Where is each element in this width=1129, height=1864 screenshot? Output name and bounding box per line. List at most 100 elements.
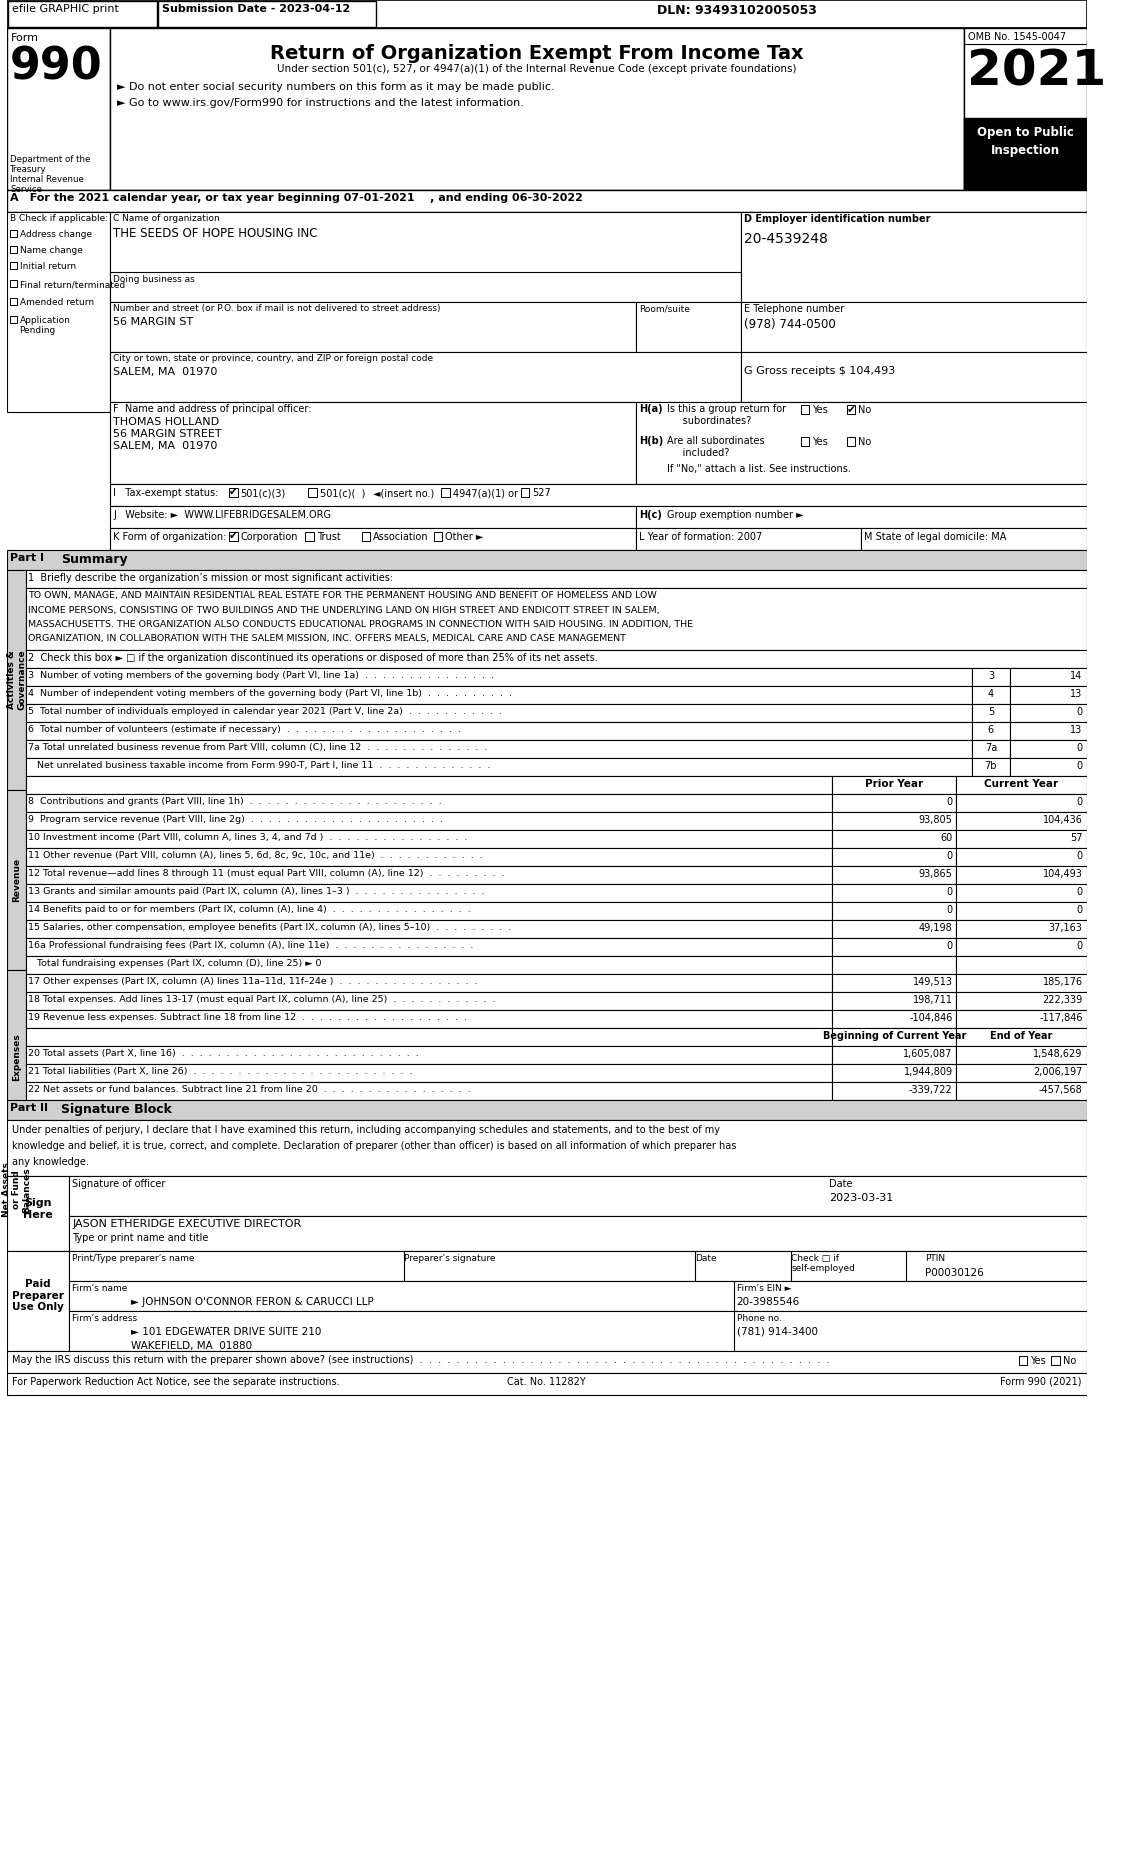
- Text: 12 Total revenue—add lines 8 through 11 (must equal Part VIII, column (A), line : 12 Total revenue—add lines 8 through 11 …: [28, 869, 505, 878]
- Bar: [956, 1010, 1086, 1029]
- Text: Name change: Name change: [19, 246, 82, 255]
- Text: 222,339: 222,339: [1042, 995, 1083, 1005]
- Text: ORGANIZATION, IN COLLABORATION WITH THE SALEM MISSION, INC. OFFERS MEALS, MEDICA: ORGANIZATION, IN COLLABORATION WITH THE …: [28, 634, 627, 643]
- Bar: [26, 686, 972, 705]
- Bar: [306, 531, 314, 541]
- Bar: [972, 667, 1010, 686]
- Bar: [26, 775, 832, 794]
- Bar: [956, 775, 1086, 794]
- Text: SALEM, MA  01970: SALEM, MA 01970: [113, 442, 218, 451]
- Text: 1  Briefly describe the organization’s mission or most significant activities:: 1 Briefly describe the organization’s mi…: [28, 572, 393, 583]
- Text: Return of Organization Exempt From Income Tax: Return of Organization Exempt From Incom…: [270, 45, 804, 63]
- Bar: [956, 1064, 1086, 1081]
- Text: Inspection: Inspection: [991, 144, 1060, 157]
- Bar: [7, 1120, 1086, 1176]
- Text: 17 Other expenses (Part IX, column (A) lines 11a–11d, 11f–24e )  .  .  .  .  .  : 17 Other expenses (Part IX, column (A) l…: [28, 977, 478, 986]
- Text: Date: Date: [830, 1180, 852, 1189]
- Bar: [861, 528, 1086, 550]
- Bar: [832, 1081, 956, 1100]
- Text: -117,846: -117,846: [1039, 1012, 1083, 1023]
- Bar: [832, 902, 956, 921]
- Text: ► Go to www.irs.gov/Form990 for instructions and the latest information.: ► Go to www.irs.gov/Form990 for instruct…: [117, 99, 524, 108]
- Bar: [832, 848, 956, 867]
- Text: Firm’s EIN ►: Firm’s EIN ►: [736, 1284, 791, 1294]
- Bar: [8, 2, 157, 26]
- Text: 185,176: 185,176: [1042, 977, 1083, 988]
- Text: Form 990 (2021): Form 990 (2021): [1000, 1377, 1082, 1387]
- Text: 0: 0: [1077, 852, 1083, 861]
- Bar: [111, 352, 742, 403]
- Text: Treasury: Treasury: [10, 166, 46, 173]
- Text: A For the 2021 calendar year, or tax year beginning 07-01-2021    , and ending 0: A For the 2021 calendar year, or tax yea…: [10, 194, 583, 203]
- Text: 0: 0: [1077, 906, 1083, 915]
- Bar: [7, 550, 1086, 570]
- Bar: [832, 1046, 956, 1064]
- Text: K Form of organization:: K Form of organization:: [113, 531, 227, 542]
- Bar: [832, 956, 956, 975]
- Text: Print/Type preparer’s name: Print/Type preparer’s name: [72, 1254, 194, 1264]
- Text: Amended return: Amended return: [19, 298, 94, 308]
- Text: Application: Application: [19, 317, 70, 324]
- Text: 20-4539248: 20-4539248: [744, 231, 828, 246]
- Text: 990: 990: [10, 47, 103, 89]
- Text: 60: 60: [940, 833, 953, 843]
- Text: 104,436: 104,436: [1043, 815, 1083, 826]
- Text: 3  Number of voting members of the governing body (Part VI, line 1a)  .  .  .  .: 3 Number of voting members of the govern…: [28, 671, 495, 680]
- Text: 10 Investment income (Part VIII, column A, lines 3, 4, and 7d )  .  .  .  .  .  : 10 Investment income (Part VIII, column …: [28, 833, 467, 843]
- Bar: [637, 403, 1086, 485]
- Bar: [832, 938, 956, 956]
- Text: Open to Public: Open to Public: [977, 127, 1074, 140]
- Text: 8  Contributions and grants (Part VIII, line 1h)  .  .  .  .  .  .  .  .  .  .  : 8 Contributions and grants (Part VIII, l…: [28, 798, 441, 805]
- Bar: [26, 884, 832, 902]
- Text: For Paperwork Reduction Act Notice, see the separate instructions.: For Paperwork Reduction Act Notice, see …: [12, 1377, 340, 1387]
- Text: 1,548,629: 1,548,629: [1033, 1049, 1083, 1059]
- Bar: [847, 404, 855, 414]
- Text: ◄(insert no.): ◄(insert no.): [374, 488, 435, 498]
- Text: P00030126: P00030126: [925, 1268, 983, 1279]
- Bar: [229, 531, 237, 541]
- Text: ► Do not enter social security numbers on this form as it may be made public.: ► Do not enter social security numbers o…: [117, 82, 554, 91]
- Text: 56 MARGIN ST: 56 MARGIN ST: [113, 317, 193, 326]
- Text: Part I: Part I: [10, 554, 44, 563]
- Bar: [956, 884, 1086, 902]
- Text: 9  Program service revenue (Part VIII, line 2g)  .  .  .  .  .  .  .  .  .  .  .: 9 Program service revenue (Part VIII, li…: [28, 815, 443, 824]
- Bar: [972, 740, 1010, 759]
- Text: Doing business as: Doing business as: [113, 276, 195, 283]
- Bar: [832, 794, 956, 813]
- Text: INCOME PERSONS, CONSISTING OF TWO BUILDINGS AND THE UNDERLYING LAND ON HIGH STRE: INCOME PERSONS, CONSISTING OF TWO BUILDI…: [28, 606, 659, 615]
- Text: TO OWN, MANAGE, AND MAINTAIN RESIDENTIAL REAL ESTATE FOR THE PERMANENT HOUSING A: TO OWN, MANAGE, AND MAINTAIN RESIDENTIAL…: [28, 591, 657, 600]
- Text: 0: 0: [946, 941, 953, 951]
- Bar: [1010, 721, 1086, 740]
- Bar: [956, 794, 1086, 813]
- Text: No: No: [858, 404, 872, 416]
- Text: Are all subordinates: Are all subordinates: [667, 436, 764, 445]
- Text: 7b: 7b: [984, 761, 997, 772]
- Text: E Telephone number: E Telephone number: [744, 304, 844, 313]
- Text: ✔: ✔: [229, 488, 238, 498]
- Text: -457,568: -457,568: [1039, 1085, 1083, 1094]
- Text: Yes: Yes: [812, 436, 828, 447]
- Bar: [10, 229, 17, 237]
- Text: Submission Date - 2023-04-12: Submission Date - 2023-04-12: [163, 4, 350, 15]
- Text: Prior Year: Prior Year: [865, 779, 924, 788]
- Text: Paid
Preparer
Use Only: Paid Preparer Use Only: [11, 1279, 63, 1312]
- Text: 93,805: 93,805: [919, 815, 953, 826]
- Bar: [972, 721, 1010, 740]
- Text: THOMAS HOLLAND: THOMAS HOLLAND: [113, 418, 219, 427]
- Text: 501(c)(3): 501(c)(3): [240, 488, 286, 498]
- Bar: [956, 992, 1086, 1010]
- Text: JASON ETHERIDGE EXECUTIVE DIRECTOR: JASON ETHERIDGE EXECUTIVE DIRECTOR: [72, 1219, 301, 1228]
- Text: Corporation: Corporation: [240, 531, 298, 542]
- Text: 20-3985546: 20-3985546: [736, 1297, 799, 1307]
- Bar: [26, 570, 1086, 587]
- Bar: [832, 813, 956, 829]
- Bar: [7, 1251, 69, 1351]
- Text: 7a Total unrelated business revenue from Part VIII, column (C), line 12  .  .  .: 7a Total unrelated business revenue from…: [28, 744, 488, 751]
- Text: Phone no.: Phone no.: [736, 1314, 781, 1323]
- Text: 2  Check this box ► □ if the organization discontinued its operations or dispose: 2 Check this box ► □ if the organization…: [28, 652, 598, 664]
- Bar: [1010, 667, 1086, 686]
- Text: 1,605,087: 1,605,087: [903, 1049, 953, 1059]
- Text: WAKEFIELD, MA  01880: WAKEFIELD, MA 01880: [131, 1340, 253, 1351]
- Bar: [434, 531, 443, 541]
- Bar: [10, 298, 17, 306]
